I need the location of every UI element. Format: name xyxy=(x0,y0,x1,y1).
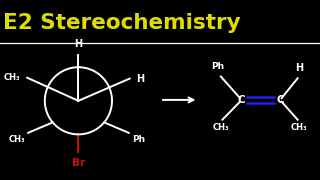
Text: C: C xyxy=(238,95,245,105)
Text: CH₃: CH₃ xyxy=(4,73,21,82)
Text: H: H xyxy=(74,39,83,49)
Text: C: C xyxy=(276,95,284,105)
Text: E2 Stereochemistry: E2 Stereochemistry xyxy=(3,13,241,33)
Text: H: H xyxy=(295,63,303,73)
Text: CH₃: CH₃ xyxy=(291,123,308,132)
Text: Ph: Ph xyxy=(211,62,224,71)
Text: CH₃: CH₃ xyxy=(8,135,25,144)
Text: Ph: Ph xyxy=(132,135,145,144)
Text: Br: Br xyxy=(72,158,85,168)
Text: H: H xyxy=(136,74,144,84)
Text: CH₃: CH₃ xyxy=(212,123,229,132)
